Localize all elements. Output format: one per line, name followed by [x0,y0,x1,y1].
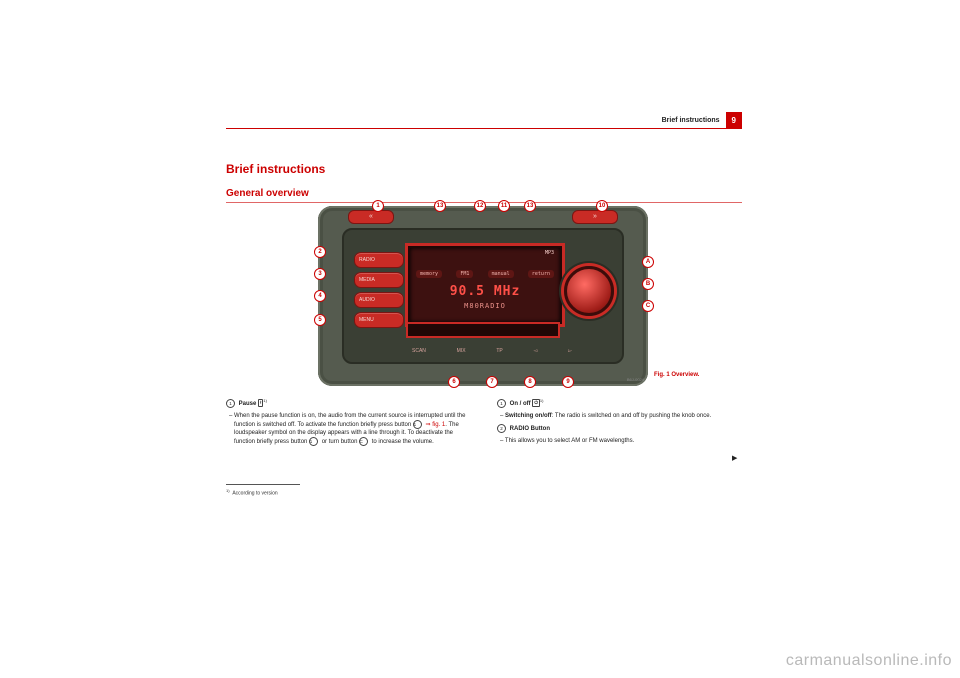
footnote: 1) According to version [226,488,278,497]
callout-2: 2 [314,246,326,258]
running-header: Brief instructions 9 [662,112,742,129]
figure-ref: B6J-0024 [627,377,644,382]
right-column: 1 On / off ⏻1) – Switching on/off: The r… [497,396,742,451]
tab-memory: memory [416,270,442,278]
screen-tabs: memory FM1 manual return [416,270,554,278]
mix-label: MIX [457,348,466,354]
tab-band: FM1 [456,270,473,278]
seek-fwd-button: » [572,210,618,224]
right-text-1: : The radio is switched on and off by pu… [552,413,712,419]
callout-5: 5 [314,314,326,326]
page-number: 9 [726,112,742,129]
bottom-row: SCAN MIX TP ◅ ▻ [412,348,572,354]
header-rule [226,128,742,129]
ref-circle-r2: 2 [497,424,506,433]
figure-caption: Fig. 1 Overview. [654,372,699,378]
ref-circle-r1: 1 [497,399,506,408]
callout-A: A [642,256,654,268]
station-name: M80RADIO [410,302,560,310]
left-text-4: to increase the volume. [370,440,434,446]
screen-lower-strip [408,324,558,336]
audio-button: AUDIO [354,292,404,308]
radio-panel: « » RADIO MEDIA AUDIO MENU MP3 memory FM… [318,206,648,386]
callout-6: 6 [448,376,460,388]
section-title: Brief instructions [226,162,325,176]
ref-circle-C: C [359,437,368,446]
callout-11: 11 [498,200,510,212]
sup-1: 1) [263,398,267,403]
callout-9: 9 [562,376,574,388]
left-para: – When the pause function is on, the aud… [226,412,471,447]
callout-7: 7 [486,376,498,388]
radio-inner: RADIO MEDIA AUDIO MENU MP3 memory FM1 ma… [342,228,624,364]
ref-circle-1: 1 [226,399,235,408]
pause-label: Pause [239,401,258,407]
left-lead: 1 Pause 𝄽1) [226,398,471,408]
callout-4: 4 [314,290,326,302]
mp3-indicator: MP3 [545,250,554,256]
ref-circle-1c: 1 [309,437,318,446]
callout-3: 3 [314,268,326,280]
ref-circle-1b: 1 [413,420,422,429]
onoff-label: On / off [510,401,533,407]
right-text-2: This allows you to select AM or FM wavel… [505,438,634,444]
frequency-readout: 90.5 MHz [410,284,560,299]
callout-10: 10 [596,200,608,212]
continue-arrow: ▶ [732,454,737,462]
callout-13b: 13 [524,200,536,212]
callout-13a: 13 [434,200,446,212]
sup-1b: 1) [540,398,544,403]
tab-mode: manual [488,270,514,278]
prev-label: ◅ [533,348,537,354]
footnote-rule [226,484,300,485]
right-para-2: – This allows you to select AM or FM wav… [497,437,742,445]
left-text-3: or turn button [320,440,359,446]
footnote-mark: 1) [226,488,230,493]
callout-C: C [642,300,654,312]
radio-btn-label: RADIO Button [510,426,550,432]
header-title: Brief instructions [662,117,720,124]
callout-8: 8 [524,376,536,388]
right-lead-2: 2 RADIO Button [497,424,742,433]
scan-label: SCAN [412,348,426,354]
tp-label: TP [496,348,502,354]
right-para-1: – Switching on/off: The radio is switche… [497,412,742,420]
seek-back-button: « [348,210,394,224]
media-button: MEDIA [354,272,404,288]
fig-link: ⇒ fig. 1 [424,422,445,428]
callout-12: 12 [474,200,486,212]
site-watermark: carmanualsonline.info [786,652,952,670]
radio-button: RADIO [354,252,404,268]
body-columns: 1 Pause 𝄽1) – When the pause function is… [226,396,742,451]
switching-label: Switching on/off [505,413,552,419]
section-subtitle: General overview [226,188,309,199]
radio-screen: MP3 memory FM1 manual return 90.5 MHz M8… [408,246,562,324]
overview-figure: « » RADIO MEDIA AUDIO MENU MP3 memory FM… [318,206,648,386]
left-column: 1 Pause 𝄽1) – When the pause function is… [226,396,471,451]
power-symbol: ⏻ [532,399,540,407]
next-label: ▻ [568,348,572,354]
right-lead-1: 1 On / off ⏻1) [497,398,742,408]
tab-return: return [528,270,554,278]
callout-B: B [642,278,654,290]
volume-knob [564,266,614,316]
callout-1: 1 [372,200,384,212]
menu-button: MENU [354,312,404,328]
footnote-text: According to version [232,491,277,497]
page-frame: Brief instructions 9 Brief instructions … [226,128,742,546]
